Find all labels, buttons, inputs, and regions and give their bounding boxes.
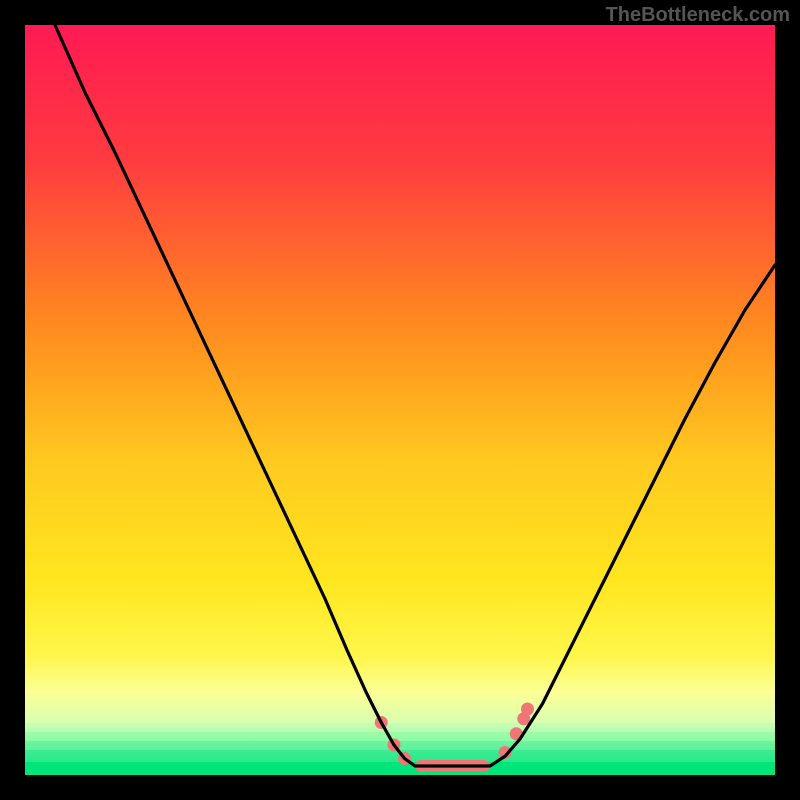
marker-dot [522,703,534,715]
bottleneck-curve [55,25,775,766]
plot-area [25,25,775,775]
curve-layer [25,25,775,775]
attribution-text: TheBottleneck.com [606,4,790,27]
chart-container: TheBottleneck.com [0,0,800,800]
